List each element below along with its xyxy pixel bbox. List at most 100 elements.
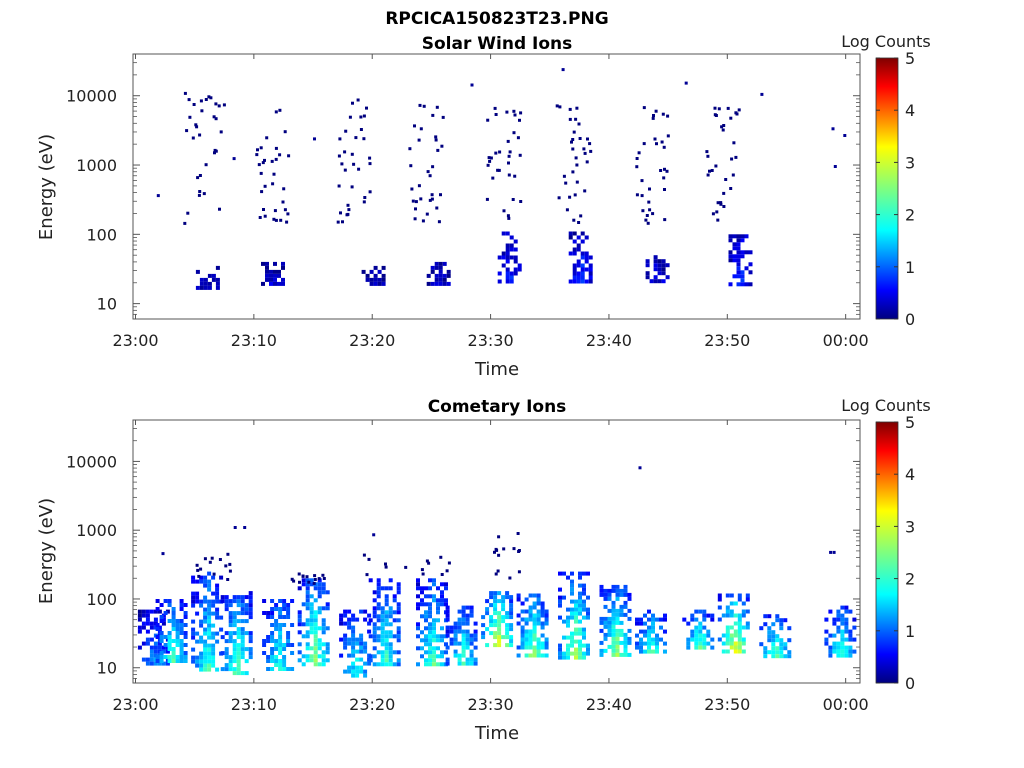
cometary-cell (505, 615, 510, 620)
cometary-cell (355, 641, 360, 646)
solar-wind-cell (588, 263, 593, 268)
solar-wind-cell (568, 235, 573, 240)
cometary-point (212, 572, 216, 576)
solar-wind-point (716, 201, 720, 205)
cometary-cell (619, 612, 624, 617)
solar-wind-point (192, 103, 196, 106)
cometary-cell (440, 634, 444, 639)
cometary-cell (440, 654, 444, 659)
cometary-cell (457, 657, 462, 662)
solar-wind-point (414, 207, 417, 211)
cometary-cell (574, 599, 578, 604)
solar-wind-cell (744, 250, 749, 255)
cometary-cell (432, 618, 436, 623)
cometary-cell (363, 669, 368, 674)
cometary-cell (465, 621, 470, 626)
cometary-cell (396, 602, 401, 607)
cometary-cell (578, 655, 582, 660)
solar-wind-cell (442, 281, 447, 286)
cometary-cell (828, 649, 833, 654)
cometary-cell (270, 607, 275, 611)
cometary-cell (416, 578, 420, 583)
cometary-cell (694, 609, 699, 614)
cometary-cell (305, 578, 310, 583)
cometary-cell (469, 657, 474, 662)
cometary-cell (627, 608, 632, 613)
solar-wind-point (337, 154, 341, 158)
cometary-cell (321, 590, 326, 595)
cometary-cell (339, 653, 344, 658)
cometary-cell (655, 637, 659, 642)
cometary-cell (191, 627, 196, 632)
solar-wind-cell (211, 273, 216, 278)
cometary-cell (368, 618, 373, 623)
cometary-cluster (558, 571, 590, 660)
cometary-cell (175, 631, 180, 635)
cometary-cell (558, 615, 562, 620)
cometary-cell (582, 599, 586, 604)
solar-wind-point (708, 169, 711, 173)
cometary-cell (262, 599, 267, 603)
cometary-cell (436, 602, 440, 607)
cometary-cell (149, 649, 154, 654)
cometary-cell (465, 645, 470, 650)
cometary-cell (262, 611, 267, 615)
solar-wind-point (575, 180, 579, 184)
cometary-cell (145, 641, 150, 646)
cometary-cell (787, 626, 792, 631)
cometary-cell (167, 639, 172, 643)
cometary-cell (376, 586, 381, 591)
cometary-cell (384, 646, 389, 651)
solar-wind-cell (572, 271, 577, 276)
cometary-cell (603, 596, 608, 601)
cometary-cell (566, 607, 570, 612)
cometary-cell (725, 613, 730, 618)
solar-wind-point (419, 197, 423, 201)
cometary-cell (195, 663, 200, 668)
cometary-cell (578, 627, 582, 632)
cometary-cell (457, 621, 462, 626)
cometary-cell (179, 651, 184, 655)
solar-wind-cell (434, 277, 439, 282)
cometary-cell (532, 649, 537, 654)
solar-wind-cell (580, 263, 585, 268)
cometary-cell (603, 648, 608, 653)
cometary-cell (215, 607, 220, 612)
cometary-cell (211, 599, 216, 604)
solar-wind-cell (509, 247, 514, 252)
solar-wind-cell (269, 269, 273, 274)
cometary-cell (647, 629, 651, 634)
cometary-cell (183, 635, 188, 639)
cometary-cell (313, 618, 318, 623)
cometary-cell (651, 625, 655, 630)
solar-wind-cell (381, 281, 386, 286)
cometary-cell (207, 579, 212, 584)
cometary-cluster (481, 591, 514, 648)
cometary-cell (824, 617, 829, 622)
solar-wind-scatter (183, 91, 226, 225)
cometary-cell (199, 667, 204, 672)
cometary-cell (733, 613, 738, 618)
cometary-cell (207, 571, 212, 576)
solar-wind-cell (580, 267, 585, 272)
cometary-cell (301, 654, 306, 659)
cometary-cell (461, 613, 466, 618)
cometary-cell (828, 633, 833, 638)
cometary-cell (244, 647, 249, 652)
cometary-cell (729, 625, 734, 630)
solar-wind-point (663, 218, 667, 222)
cometary-cell (420, 586, 424, 591)
cometary-cell (232, 647, 237, 652)
cometary-cell (171, 647, 176, 651)
cometary-cell (509, 635, 514, 640)
cometary-cell (574, 647, 578, 652)
cometary-cluster (191, 571, 224, 672)
cometary-cell (516, 653, 521, 658)
cometary-cell (544, 641, 549, 646)
cometary-cell (603, 616, 608, 621)
solar-wind-point (213, 151, 216, 155)
cometary-cell (155, 623, 160, 627)
cometary-cell (244, 619, 249, 624)
cometary-cell (282, 623, 287, 627)
